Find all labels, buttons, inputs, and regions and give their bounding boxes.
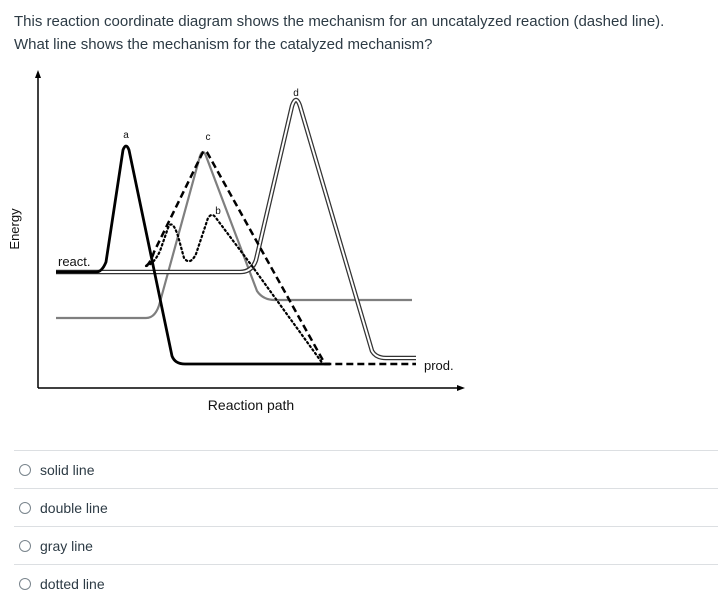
option-label: solid line	[40, 461, 95, 478]
y-axis-label: Energy	[7, 208, 22, 250]
peak-label-a: a	[123, 130, 129, 141]
x-axis-arrow	[457, 385, 465, 391]
product-label: prod.	[424, 358, 454, 373]
question-line-2: What line shows the mechanism for the ca…	[14, 36, 433, 53]
radio-button[interactable]	[19, 539, 31, 552]
peak-label-b: b	[215, 206, 221, 217]
double-line-inner	[56, 99, 416, 359]
peak-label-d: d	[293, 88, 299, 99]
option-label: double line	[40, 499, 108, 516]
option-label: dotted line	[40, 576, 105, 592]
dotted-line	[144, 213, 325, 366]
question-text: This reaction coordinate diagram shows t…	[14, 10, 714, 56]
answer-options: solid line double line gray line dotted …	[14, 450, 718, 603]
option-double-line[interactable]: double line	[14, 488, 718, 526]
option-dotted-line[interactable]: dotted line	[14, 564, 718, 603]
x-axis-label: Reaction path	[208, 397, 294, 413]
option-label: gray line	[40, 537, 93, 554]
y-axis-arrow	[35, 70, 41, 78]
option-solid-line[interactable]: solid line	[14, 450, 718, 488]
peak-label-c: c	[206, 132, 211, 143]
reactant-label: react.	[58, 254, 91, 269]
radio-button[interactable]	[19, 463, 31, 476]
option-gray-line[interactable]: gray line	[14, 526, 718, 564]
solid-line	[56, 144, 330, 366]
radio-button[interactable]	[19, 578, 31, 590]
question-line-1: This reaction coordinate diagram shows t…	[14, 13, 665, 30]
diagram-svg: Energy Reaction path react. prod. a b c …	[7, 70, 465, 413]
dashed-line	[145, 149, 416, 366]
reaction-coordinate-diagram: Energy Reaction path react. prod. a b c …	[0, 66, 480, 426]
radio-button[interactable]	[19, 501, 31, 514]
